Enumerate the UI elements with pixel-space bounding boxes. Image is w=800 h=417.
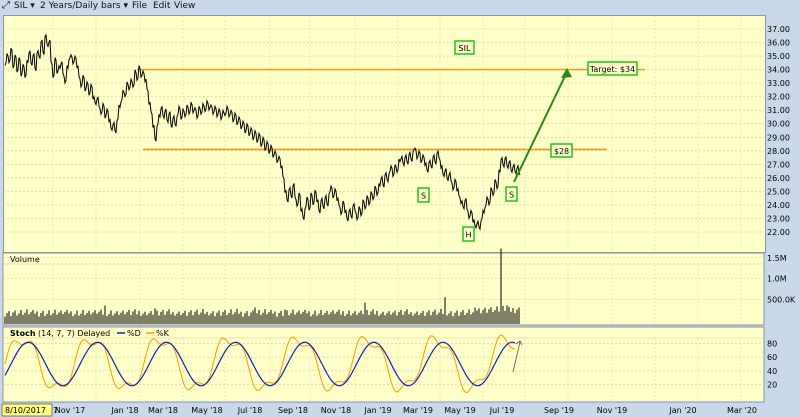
x-tick-label: Jan '19	[363, 406, 391, 415]
period-selector[interactable]: 2 Years/Daily bars ▾	[40, 0, 128, 12]
stoch-tick-label: 80	[767, 340, 777, 349]
target-arrow	[513, 68, 572, 183]
chevron-down-icon: ▾	[30, 1, 35, 11]
price-tick-label: 23.00	[767, 214, 790, 223]
x-tick-label: Nov '18	[321, 406, 352, 415]
price-tick-label: 30.00	[767, 120, 790, 129]
x-tick-label: Mar '18	[148, 406, 178, 415]
stoch-tick-label: 20	[767, 380, 777, 389]
symbol-label: SIL	[14, 1, 28, 11]
volume-bars	[4, 248, 520, 324]
volume-tick-label: 1.0M	[767, 275, 787, 284]
price-tick-label: 22.00	[767, 228, 790, 237]
menu-file[interactable]: File	[132, 1, 148, 11]
x-tick-label: May '18	[191, 406, 222, 415]
svg-text:SIL: SIL	[459, 44, 471, 53]
stoch-panel[interactable]	[2, 326, 765, 403]
x-tick-label: May '19	[444, 406, 475, 415]
head-label: H	[462, 226, 475, 242]
start-date-label: 8/10/2017	[5, 406, 46, 415]
price-series-line	[4, 34, 521, 232]
toolbar: ⤢ SIL ▾ 2 Years/Daily bars ▾ File Edit V…	[0, 0, 800, 12]
price-tick-label: 28.00	[767, 147, 790, 156]
svg-text:S: S	[421, 192, 426, 201]
svg-text:S: S	[509, 191, 514, 200]
stoch-projection-arrow	[512, 340, 523, 373]
right-shoulder-label: S	[505, 186, 518, 202]
price-tick-label: 35.00	[767, 52, 790, 61]
x-tick-label: Sep '18	[278, 406, 308, 415]
x-tick-label: Jul '18	[237, 406, 263, 415]
stoch-params: (14, 7, 7) Delayed	[38, 329, 110, 338]
period-label: 2 Years/Daily bars	[40, 1, 121, 11]
stoch-k-line	[4, 334, 516, 394]
chevron-down-icon: ▾	[123, 1, 129, 11]
stoch-legend-k: %K	[156, 329, 170, 338]
menu-edit[interactable]: Edit	[153, 1, 171, 11]
x-tick-label: Jan '18	[110, 406, 138, 415]
x-tick-label: Sep '19	[544, 406, 574, 415]
stoch-tick-label: 40	[767, 367, 777, 376]
x-tick-label: 7	[53, 406, 58, 415]
price-tick-label: 33.00	[767, 79, 790, 88]
price-tick-label: 29.00	[767, 133, 790, 142]
left-shoulder-label: S	[417, 187, 430, 203]
menu-view[interactable]: View	[174, 1, 196, 11]
start-date-badge: 8/10/2017	[1, 403, 53, 417]
price-tick-label: 36.00	[767, 39, 790, 48]
expand-arrows-icon[interactable]: ⤢	[2, 0, 10, 11]
x-tick-label: Mar '19	[403, 406, 433, 415]
resistance-label-badge: $28	[550, 143, 573, 158]
svg-text:Target: $34: Target: $34	[589, 65, 635, 74]
svg-text:$28: $28	[554, 147, 569, 156]
stoch-tick-label: 60	[767, 353, 777, 362]
price-tick-label: 26.00	[767, 174, 790, 183]
price-tick-label: 37.00	[767, 25, 790, 34]
x-tick-label: Jan '20	[668, 406, 696, 415]
x-tick-label: Mar '20	[727, 406, 757, 415]
price-tick-label: 32.00	[767, 93, 790, 102]
stoch-header: Stoch (14, 7, 7) Delayed %D %K	[10, 329, 170, 338]
x-tick-label: Nov '17	[55, 406, 86, 415]
price-tick-label: 31.00	[767, 106, 790, 115]
price-panel[interactable]	[3, 15, 766, 253]
stoch-d-line	[4, 341, 516, 387]
svg-text:H: H	[465, 231, 471, 240]
x-tick-label: Nov '19	[597, 406, 628, 415]
target-label-badge: Target: $34	[587, 61, 638, 76]
stoch-legend-d: %D	[127, 329, 141, 338]
volume-tick-label: 500.0K	[767, 295, 796, 304]
stoch-label: Stoch	[10, 329, 36, 338]
price-tick-label: 27.00	[767, 160, 790, 169]
price-tick-label: 24.00	[767, 201, 790, 210]
symbol-selector[interactable]: SIL ▾	[14, 0, 35, 12]
price-tick-label: 25.00	[767, 187, 790, 196]
sil-label-badge: SIL	[454, 40, 475, 55]
price-tick-label: 34.00	[767, 66, 790, 75]
volume-label: Volume	[10, 255, 40, 264]
x-tick-label: Jul '19	[489, 406, 515, 415]
volume-tick-label: 1.5M	[767, 254, 787, 263]
